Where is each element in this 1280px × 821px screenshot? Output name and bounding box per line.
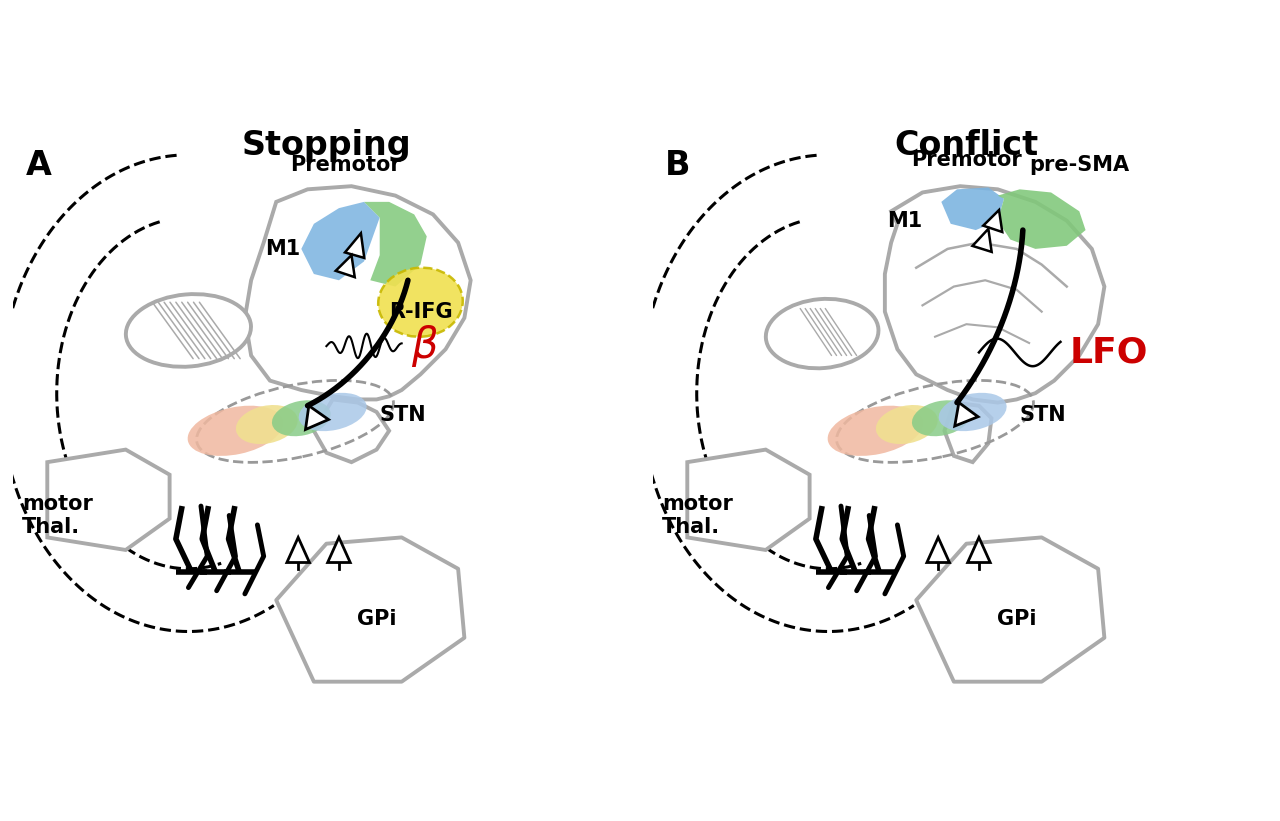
Polygon shape bbox=[47, 450, 170, 550]
Polygon shape bbox=[244, 186, 471, 400]
Text: GPi: GPi bbox=[357, 609, 397, 629]
Polygon shape bbox=[301, 202, 380, 280]
Polygon shape bbox=[968, 538, 991, 562]
Ellipse shape bbox=[378, 268, 463, 337]
Text: Stopping: Stopping bbox=[242, 129, 411, 162]
Ellipse shape bbox=[876, 405, 938, 444]
Ellipse shape bbox=[188, 406, 283, 456]
Text: R-IFG: R-IFG bbox=[389, 302, 452, 322]
Text: LFO: LFO bbox=[1070, 336, 1148, 369]
Text: M1: M1 bbox=[887, 211, 923, 231]
Polygon shape bbox=[927, 538, 950, 562]
Polygon shape bbox=[973, 229, 992, 252]
Ellipse shape bbox=[938, 392, 1006, 431]
Ellipse shape bbox=[765, 299, 878, 369]
Polygon shape bbox=[364, 202, 426, 287]
Polygon shape bbox=[998, 190, 1085, 249]
Polygon shape bbox=[955, 402, 978, 426]
Polygon shape bbox=[916, 538, 1105, 681]
Ellipse shape bbox=[911, 401, 970, 436]
Text: motor
Thal.: motor Thal. bbox=[22, 494, 93, 537]
Text: Conflict: Conflict bbox=[895, 129, 1038, 162]
Polygon shape bbox=[346, 233, 365, 258]
Ellipse shape bbox=[298, 392, 366, 431]
Text: B: B bbox=[666, 149, 691, 181]
Polygon shape bbox=[276, 538, 465, 681]
Text: Premotor: Premotor bbox=[911, 150, 1021, 170]
Text: pre-SMA: pre-SMA bbox=[1029, 154, 1129, 175]
Polygon shape bbox=[941, 187, 1004, 230]
Text: $\beta$: $\beta$ bbox=[411, 323, 439, 369]
Ellipse shape bbox=[125, 294, 251, 367]
Ellipse shape bbox=[828, 406, 923, 456]
Ellipse shape bbox=[271, 401, 330, 436]
Text: M1: M1 bbox=[265, 239, 300, 259]
Polygon shape bbox=[314, 400, 389, 462]
Text: Premotor: Premotor bbox=[289, 154, 401, 175]
Polygon shape bbox=[687, 450, 809, 550]
Text: motor
Thal.: motor Thal. bbox=[662, 494, 733, 537]
Text: STN: STN bbox=[380, 405, 426, 425]
Text: A: A bbox=[26, 149, 51, 181]
Polygon shape bbox=[884, 186, 1105, 402]
Polygon shape bbox=[306, 406, 329, 429]
Text: STN: STN bbox=[1020, 405, 1066, 425]
Ellipse shape bbox=[236, 405, 298, 444]
Polygon shape bbox=[945, 402, 992, 462]
Polygon shape bbox=[983, 210, 1002, 232]
Text: GPi: GPi bbox=[997, 609, 1037, 629]
Polygon shape bbox=[328, 538, 351, 562]
Polygon shape bbox=[335, 255, 355, 277]
Polygon shape bbox=[287, 538, 310, 562]
